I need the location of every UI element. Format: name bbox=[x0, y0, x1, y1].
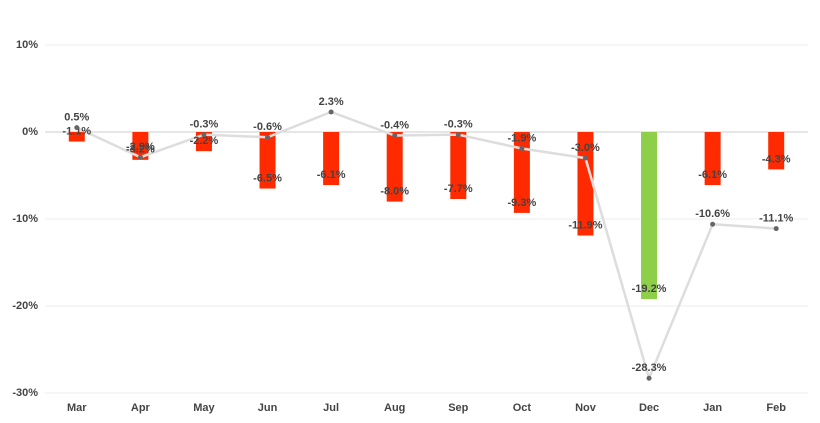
y-tick-label: 10% bbox=[16, 39, 38, 51]
bar-value-label: -6.1% bbox=[317, 169, 346, 181]
bar bbox=[641, 132, 658, 300]
line-value-label: -0.6% bbox=[253, 121, 282, 133]
line-value-label: -0.3% bbox=[444, 119, 473, 131]
line-point bbox=[519, 146, 525, 152]
line-point bbox=[710, 221, 716, 227]
bar-value-label: -11.9% bbox=[568, 219, 602, 231]
bar bbox=[704, 132, 721, 186]
line-point bbox=[201, 132, 207, 138]
bar-value-label: -8.0% bbox=[380, 186, 409, 198]
line-point bbox=[773, 226, 779, 232]
y-tick-label: -30% bbox=[12, 387, 38, 399]
y-tick-label: -20% bbox=[12, 300, 38, 312]
bar bbox=[323, 132, 340, 186]
bar-value-label: -1.1% bbox=[62, 125, 91, 137]
x-tick-label: Mar bbox=[67, 402, 87, 414]
bar-value-label: -6.5% bbox=[253, 172, 282, 184]
line-value-label: -3.0% bbox=[571, 142, 600, 154]
y-tick-label: -10% bbox=[12, 213, 38, 225]
bar bbox=[259, 132, 276, 189]
bar-value-label: -3.2% bbox=[126, 144, 155, 156]
line-point bbox=[646, 375, 652, 381]
line-point bbox=[582, 155, 588, 161]
line-point bbox=[392, 132, 398, 138]
x-tick-label: Nov bbox=[575, 402, 597, 414]
x-tick-label: Aug bbox=[384, 402, 405, 414]
line-value-label: -1.9% bbox=[508, 132, 537, 144]
line-point bbox=[265, 134, 271, 140]
x-tick-label: Jan bbox=[703, 402, 722, 414]
bar bbox=[513, 132, 530, 213]
line bbox=[76, 110, 777, 382]
bar bbox=[768, 132, 785, 170]
line-value-label: -10.6% bbox=[695, 208, 730, 220]
bar bbox=[386, 132, 403, 202]
line-value-label: -2.9% bbox=[126, 141, 155, 153]
line-point bbox=[328, 109, 334, 115]
line-point bbox=[137, 154, 143, 160]
line-value-label: -0.4% bbox=[380, 119, 409, 131]
bar-value-label: -4.3% bbox=[762, 153, 791, 165]
bar bbox=[68, 132, 85, 142]
line-value-label: -11.1% bbox=[759, 212, 793, 224]
line-value-label: 0.5% bbox=[64, 112, 89, 124]
line-value-label: -28.3% bbox=[632, 362, 667, 374]
line-value-label: -0.3% bbox=[190, 119, 219, 131]
x-tick-label: Dec bbox=[639, 402, 659, 414]
x-tick-label: May bbox=[193, 402, 215, 414]
bar bbox=[132, 132, 149, 160]
bar-value-label: -7.7% bbox=[444, 183, 473, 195]
y-tick-label: 0% bbox=[22, 126, 38, 138]
bar-value-label: -9.3% bbox=[508, 197, 537, 209]
x-tick-label: Oct bbox=[513, 402, 532, 414]
line-point bbox=[455, 132, 461, 138]
bar bbox=[450, 132, 467, 199]
line-point bbox=[74, 125, 80, 131]
bar-value-label: -6.1% bbox=[698, 169, 727, 181]
x-tick-label: Apr bbox=[131, 402, 151, 414]
x-tick-label: Jun bbox=[258, 402, 278, 414]
x-tick-label: Jul bbox=[323, 402, 339, 414]
bar-value-label: -2.2% bbox=[190, 135, 219, 147]
x-tick-label: Feb bbox=[766, 402, 786, 414]
bar-value-label: -19.2% bbox=[632, 283, 667, 295]
x-tick-label: Sep bbox=[448, 402, 468, 414]
line-value-label: 2.3% bbox=[319, 96, 344, 108]
